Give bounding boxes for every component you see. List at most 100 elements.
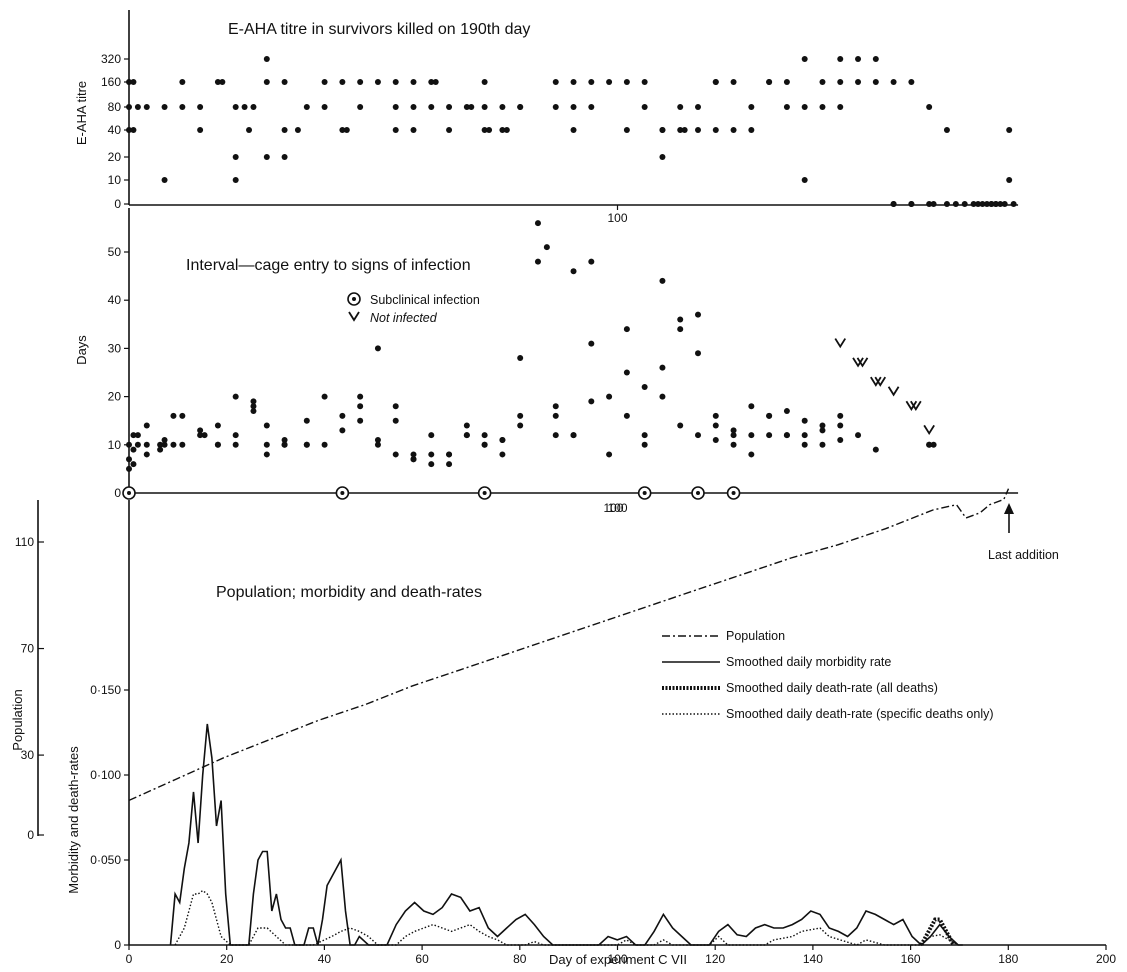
interval-point [659,364,666,371]
titre-y-tick-label: 20 [108,150,122,164]
titre-point [695,104,702,110]
titre-point [641,104,648,110]
titre-point [908,79,915,85]
marks-layer [122,56,1017,947]
titre-point [837,56,844,62]
rates-y-tick-label: 0·100 [90,768,121,782]
titre-point [517,104,524,110]
titre-point [801,177,808,183]
population-y-axis-title: Population [10,689,25,750]
titre-y-tick-label: 10 [108,173,122,187]
titre-point [1006,177,1013,183]
interval-point [606,451,613,458]
titre-point [748,104,755,110]
interval-point [130,461,137,468]
titre-point [481,127,488,133]
interval-point [481,441,488,448]
interval-point [374,436,381,443]
interval-point [623,412,630,419]
titre-point [161,177,168,183]
titre-y-tick-label: 0 [114,197,121,211]
legend-specific-deaths-label: Smoothed daily death-rate (specific deat… [726,707,994,721]
titre-point [503,127,510,133]
interval-point [321,441,328,448]
subclinical-marker-dot [642,491,647,495]
interval-point [748,403,755,410]
interval-point [623,369,630,376]
interval-panel-title: Interval—cage entry to signs of infectio… [186,257,471,274]
interval-point [214,422,221,429]
interval-point [357,417,364,424]
interval-point [410,456,417,463]
subclinical-marker-dot [127,491,131,495]
titre-point [975,201,982,207]
titre-y-tick-label: 40 [108,123,122,137]
interval-point [157,446,164,453]
days-y-tick-label: 50 [108,245,122,259]
population-legend: Population Smoothed daily morbidity rate… [662,629,994,721]
titre-point [214,79,221,85]
not-infected-marker [923,424,935,436]
titre-point [486,127,493,133]
titre-point [890,201,897,207]
titre-point [748,127,755,133]
titre-point [961,201,968,207]
titre-point [819,104,826,110]
interval-point [232,441,239,448]
interval-point [695,311,702,318]
titre-point [357,104,364,110]
interval-point [157,441,164,448]
titre-point [730,79,737,85]
interval-point [161,441,168,448]
titre-point [410,104,417,110]
interval-point [232,393,239,400]
subclinical-marker-dot [696,491,701,495]
population-y-tick-label: 30 [21,748,35,762]
not-infected-marker [905,400,918,411]
interval-point [250,398,257,405]
interval-point [837,422,844,429]
titre-point [246,127,253,133]
interval-point [392,451,399,458]
interval-point [197,432,204,439]
titre-point [952,201,959,207]
interval-point [197,427,204,434]
x-tick-label: 60 [415,952,429,966]
rates-y-tick-label: 0·150 [90,683,121,697]
titre-point [992,201,999,207]
interval-point [801,417,808,424]
interval-point [641,432,648,439]
interval-point [143,441,150,448]
titre-point [161,104,168,110]
interval-point [534,258,541,265]
titre-point [783,104,790,110]
interval-point [126,441,132,448]
titre-point [855,56,862,62]
not-infected-marker [834,338,847,349]
interval-point [339,412,346,419]
titre-point [126,104,132,110]
not-infected-marker [887,386,900,397]
titre-point [766,79,773,85]
interval-point [179,441,186,448]
not-infected-marker [856,357,869,368]
titre-point [623,127,630,133]
interval-point [130,432,137,439]
last-addition-annotation: Last addition [988,503,1059,562]
interval-point [357,393,364,400]
interval-point [552,412,559,419]
interval-point [446,451,453,458]
titre-point [712,127,719,133]
population-y-tick-label: 0 [27,828,34,842]
interval-point [263,422,270,429]
x-tick-label: 20 [220,952,234,966]
titre-point [321,104,328,110]
titre-point [197,127,204,133]
subclinical-marker-dot [482,491,487,495]
rates-y-tick-label: 0·050 [90,853,121,867]
interval-point [446,461,453,468]
days-y-tick-label: 40 [108,293,122,307]
titre-point [930,201,937,207]
last-addition-label: Last addition [988,548,1059,562]
interval-point [392,417,399,424]
